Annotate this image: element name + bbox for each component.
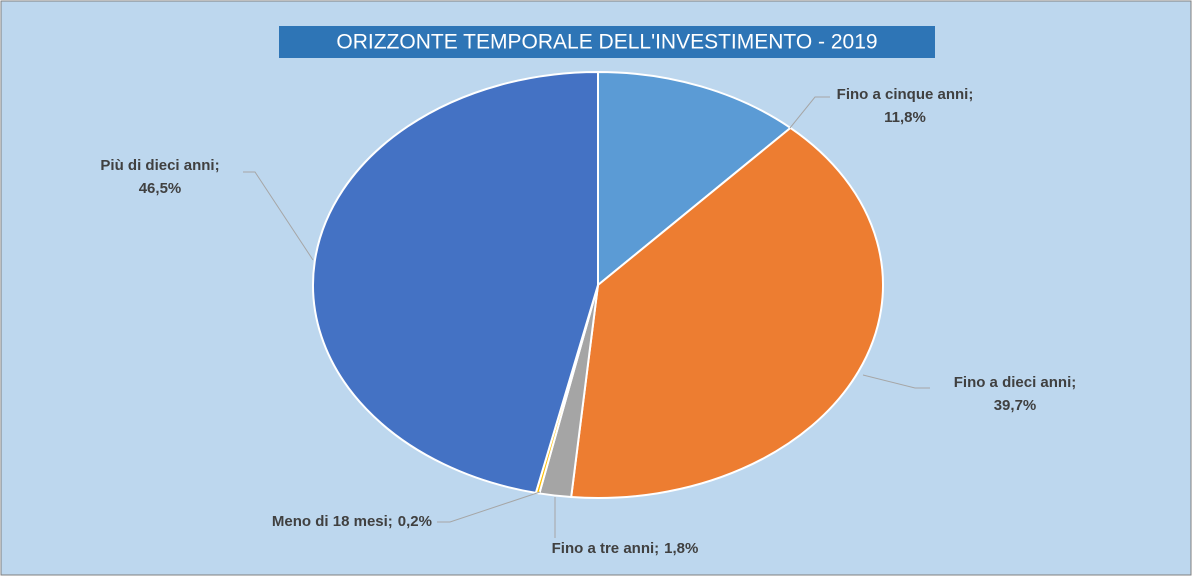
value-label: 1,8%	[664, 540, 698, 557]
category-name: Meno di 18 mesi	[272, 513, 388, 530]
data-label: Fino a dieci anni;	[954, 374, 1077, 391]
pie-slice	[570, 126, 884, 499]
separator: ;	[388, 513, 393, 530]
category-name: Fino a cinque anni	[837, 86, 969, 103]
category-name: Fino a tre anni	[552, 540, 655, 557]
leader-line	[243, 171, 314, 261]
category-name: Più di dieci anni	[100, 157, 214, 174]
data-label: Fino a tre anni; 1,8%	[552, 540, 699, 557]
title-box	[279, 26, 935, 58]
chart-title: ORIZZONTE TEMPORALE DELL'INVESTIMENTO - …	[336, 31, 877, 54]
category-name: Fino a dieci anni	[954, 374, 1072, 391]
leader-line	[437, 491, 541, 523]
separator: ;	[968, 86, 973, 103]
pie-slice	[597, 70, 793, 288]
separator: ;	[654, 540, 659, 557]
separator: ;	[1071, 374, 1076, 391]
value-label: 0,2%	[398, 513, 432, 530]
data-label: Meno di 18 mesi; 0,2%	[272, 513, 432, 530]
data-label: Più di dieci anni;	[100, 157, 219, 174]
value-label: 39,7%	[994, 397, 1037, 414]
leader-line	[789, 96, 830, 129]
data-label: Fino a cinque anni;	[837, 86, 974, 103]
value-label: 11,8%	[884, 109, 926, 126]
pie-slice	[312, 70, 599, 495]
separator: ;	[215, 157, 220, 174]
leader-line	[862, 374, 930, 389]
value-label: 46,5%	[139, 180, 182, 197]
